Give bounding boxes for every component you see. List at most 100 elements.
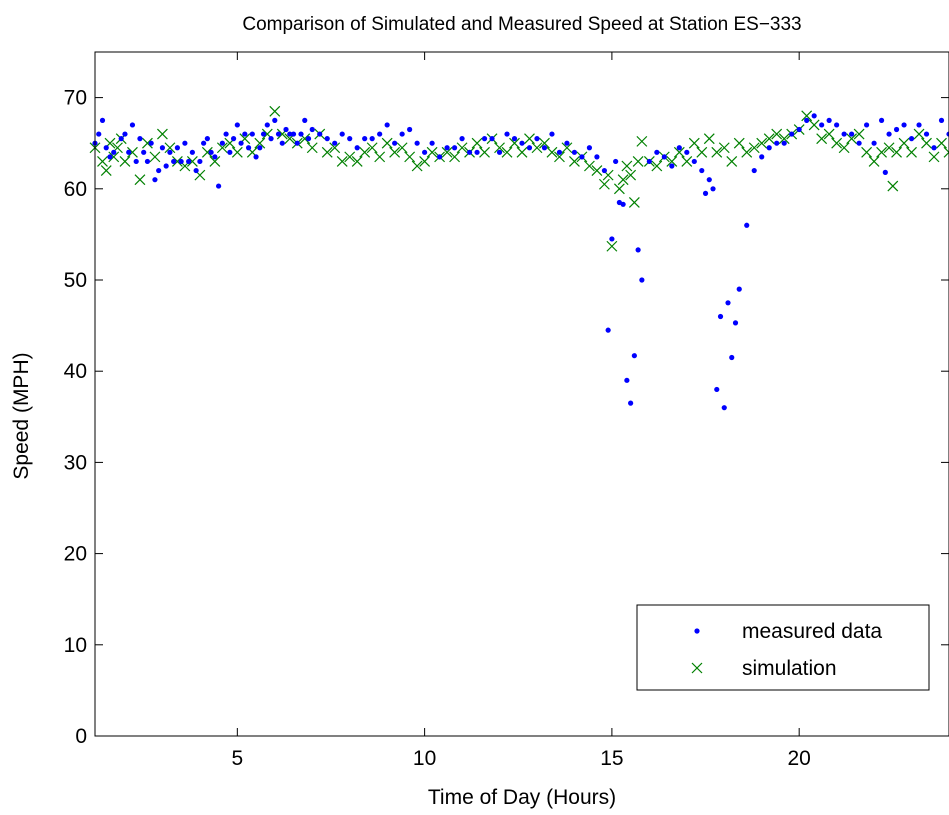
data-point-measured [399,131,405,137]
data-point-measured [377,131,383,137]
data-point-simulation [733,137,745,149]
data-point-measured [238,140,244,146]
data-point-measured [272,117,278,123]
data-point-simulation [164,142,176,154]
data-point-measured [141,149,147,155]
data-point-measured [549,131,555,137]
data-point-simulation [426,146,438,158]
data-point-measured [332,140,338,146]
data-point-simulation [134,174,146,186]
data-point-simulation [501,146,513,158]
data-point-measured [882,169,888,175]
data-point-measured [706,177,712,183]
data-point-simulation [471,137,483,149]
data-point-measured [264,122,270,128]
legend-marker-measured [694,628,700,634]
data-point-simulation [756,137,768,149]
data-point-measured [725,300,731,306]
data-point-measured [436,154,443,160]
data-point-measured [414,140,420,146]
data-point-measured [628,400,634,406]
data-point-simulation [554,151,565,163]
data-point-measured [946,131,949,137]
data-point-simulation [359,146,371,158]
data-point-measured [159,145,166,151]
data-point-measured [126,149,132,155]
data-point-simulation [808,119,820,131]
data-point-measured [189,149,195,155]
data-point-measured [466,149,473,155]
data-point-measured [137,136,143,142]
data-point-simulation [943,146,949,158]
data-point-measured [474,149,480,155]
data-point-measured [167,149,173,155]
series-measured [92,113,949,411]
data-point-simulation [531,142,543,154]
data-point-simulation [381,137,393,149]
y-tick-label: 0 [75,725,87,748]
data-point-measured [459,136,465,142]
data-point-measured [429,140,435,146]
data-point-simulation [479,146,490,158]
data-point-measured [178,158,184,165]
data-point-measured [571,149,578,155]
data-point-simulation [748,142,760,154]
data-point-simulation [913,128,925,140]
data-point-simulation [726,156,738,167]
data-point-measured [714,386,720,393]
data-point-measured [751,167,757,174]
legend-label-simulation: simulation [742,657,837,680]
data-point-simulation [606,240,618,252]
data-point-simulation [441,146,453,158]
data-point-measured [201,140,207,146]
data-point-simulation [546,146,558,158]
data-point-measured [287,131,293,137]
data-point-measured [354,145,360,151]
data-point-simulation [396,142,408,154]
data-point-measured [849,131,855,137]
data-point-measured [223,131,229,137]
data-point-simulation [876,146,888,158]
data-point-simulation [351,156,363,167]
data-point-measured [841,131,847,137]
data-point-measured [759,154,765,160]
data-point-simulation [861,146,873,158]
data-point-measured [886,131,892,137]
data-point-simulation [801,110,813,122]
data-point-measured [111,149,117,155]
data-point-measured [275,131,282,137]
data-point-simulation [569,156,580,167]
data-point-simulation [778,133,790,145]
data-point-simulation [928,151,940,163]
data-point-measured [605,327,611,333]
legend-label-measured: measured data [742,620,882,643]
data-point-simulation [516,146,528,158]
data-point-measured [916,122,922,128]
data-point-measured [819,122,825,128]
data-point-simulation [891,146,902,158]
data-point-measured [931,145,937,151]
data-point-measured [526,145,533,151]
data-point-measured [620,201,626,207]
data-point-measured [347,136,353,142]
data-point-measured [230,136,237,142]
data-point-measured [163,163,169,169]
data-point-simulation [718,142,730,154]
data-point-simulation [449,151,461,163]
x-tick-label: 15 [600,747,623,770]
data-point-measured [317,131,323,137]
x-tick-label: 20 [787,747,810,770]
data-point-simulation [100,165,112,176]
y-tick-label: 30 [64,451,87,474]
data-point-measured [541,145,548,151]
data-point-simulation [186,156,198,167]
data-point-measured [729,354,735,361]
series-simulation [89,105,949,252]
data-point-simulation [838,142,850,154]
data-point-measured [721,405,727,411]
data-point-simulation [628,197,640,208]
legend-marker-simulation [691,662,703,674]
data-point-simulation [509,137,520,149]
data-point-simulation [344,151,356,163]
